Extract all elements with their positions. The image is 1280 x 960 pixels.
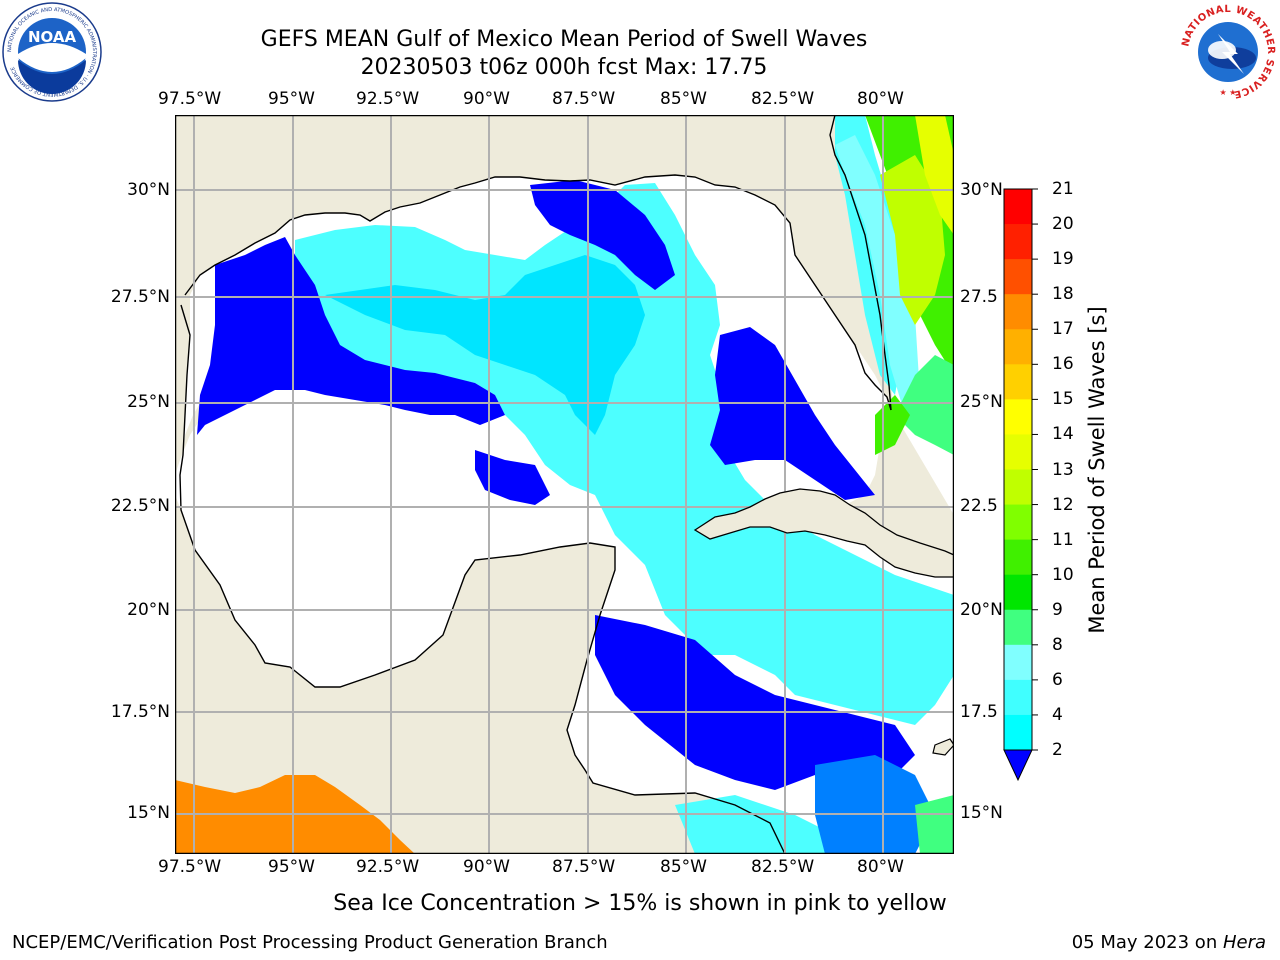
lon-label-bottom-87-5w: 87.5°W — [552, 857, 616, 877]
map-title: GEFS MEAN Gulf of Mexico Mean Period of … — [260, 27, 868, 52]
colorbar-bin — [1004, 259, 1032, 295]
colorbar-tick-label: 19 — [1052, 249, 1074, 270]
swell-contour-patch — [915, 795, 954, 854]
colorbar-tick-label: 17 — [1052, 319, 1074, 340]
lat-label-right-22-5: 22.5 — [960, 496, 998, 516]
coastlines — [179, 115, 892, 854]
noaa-logo: NATIONAL OCEANIC AND ATMOSPHERIC ADMINIS… — [2, 2, 102, 102]
colorbar-tick-label: 12 — [1052, 494, 1074, 515]
swell-contour-patch — [815, 755, 935, 854]
swell-contour-patch — [530, 180, 675, 290]
swell-contour-patch — [475, 450, 550, 505]
colorbar-bin — [1004, 364, 1032, 400]
colorbar-bin — [1004, 224, 1032, 260]
colorbar-tick-label: 6 — [1052, 669, 1063, 690]
colorbar-bin — [1004, 294, 1032, 330]
lon-label-top-80w: 80°W — [857, 89, 904, 109]
credit-branch: NCEP/EMC/Verification Post Processing Pr… — [12, 932, 608, 953]
colorbar-tick-label: 8 — [1052, 634, 1063, 655]
lat-label-left-25n: 25°N — [127, 392, 170, 412]
swell-contour-patch — [710, 327, 875, 500]
colorbar-tick-label: 13 — [1052, 459, 1074, 480]
colorbar-bin — [1004, 574, 1032, 611]
colorbar-bin — [1004, 434, 1032, 470]
colorbar — [1003, 188, 1038, 782]
svg-text:★ ★: ★ ★ — [1220, 88, 1237, 97]
colorbar-tick-label: 2 — [1052, 740, 1063, 760]
colorbar-bin — [1004, 329, 1032, 365]
colorbar-tick-label: 15 — [1052, 389, 1074, 410]
swell-contour-patch — [895, 355, 954, 455]
colorbar-bin — [1004, 189, 1032, 225]
swell-contour-patch — [835, 135, 920, 415]
lon-label-bottom-90w: 90°W — [463, 857, 510, 877]
colorbar-bin — [1004, 679, 1032, 716]
nws-logo: NATIONAL WEATHER SERVICE ★ ★ — [1180, 4, 1276, 100]
swell-contour-patch — [595, 615, 915, 790]
lat-label-left-30n: 30°N — [127, 180, 170, 200]
lon-label-top-95w: 95°W — [268, 89, 315, 109]
map-subtitle: 20230503 t06z 000h fcst Max: 17.75 — [360, 55, 768, 80]
lon-label-bottom-92-5w: 92.5°W — [356, 857, 420, 877]
lat-label-left-22-5n: 22.5°N — [110, 496, 170, 516]
lat-label-right-20n: 20°N — [960, 600, 1003, 620]
credit-date-text: 05 May 2023 on — [1071, 932, 1223, 953]
lon-label-top-92-5w: 92.5°W — [356, 89, 420, 109]
colorbar-bin — [1004, 539, 1032, 576]
colorbar-tick-label: 16 — [1052, 354, 1074, 375]
lon-label-bottom-82-5w: 82.5°W — [751, 857, 815, 877]
lat-label-left-20n: 20°N — [127, 600, 170, 620]
lon-label-top-90w: 90°W — [463, 89, 510, 109]
colorbar-bin — [1004, 609, 1032, 646]
colorbar-bin — [1004, 469, 1032, 506]
swell-contour-patch — [197, 237, 505, 435]
credit-host: Hera — [1222, 932, 1266, 953]
jamaica-land — [932, 738, 954, 756]
swell-contour-patch — [325, 255, 645, 435]
colorbar-title: Mean Period of Swell Waves [s] — [1085, 306, 1109, 634]
lon-label-bottom-95w: 95°W — [268, 857, 315, 877]
swell-period-map — [175, 115, 954, 854]
lon-label-top-82-5w: 82.5°W — [751, 89, 815, 109]
lat-label-right-27-5: 27.5 — [960, 287, 998, 307]
map-frame — [175, 115, 954, 854]
lon-label-top-87-5w: 87.5°W — [552, 89, 616, 109]
lat-label-right-30n: 30°N — [960, 180, 1003, 200]
lat-label-left-27-5n: 27.5°N — [110, 287, 170, 307]
colorbar-tick-label: 20 — [1052, 214, 1074, 235]
colorbar-bin — [1004, 504, 1032, 541]
lon-label-top-85w: 85°W — [660, 89, 707, 109]
colorbar-extend-triangle — [1003, 749, 1033, 782]
credit-date: 05 May 2023 on Hera — [1072, 932, 1266, 953]
noaa-logo-text: NOAA — [28, 28, 77, 46]
colorbar-bin — [1004, 644, 1032, 681]
lat-label-right-25n: 25°N — [960, 392, 1003, 412]
swell-contour-patch — [915, 115, 954, 235]
colorbar-tick-label: 10 — [1052, 564, 1074, 585]
colorbar-tick-label: 11 — [1052, 529, 1074, 550]
colorbar-tick-label: 18 — [1052, 284, 1074, 305]
lat-label-left-17-5n: 17.5°N — [110, 702, 170, 722]
lon-label-top-97-5w: 97.5°W — [158, 89, 222, 109]
swell-period-shading — [197, 115, 954, 854]
colorbar-bin — [1004, 714, 1032, 751]
swell-contour-patch — [880, 155, 945, 325]
lon-label-bottom-85w: 85°W — [660, 857, 707, 877]
lon-label-bottom-97-5w: 97.5°W — [158, 857, 222, 877]
colorbar-bin — [1004, 399, 1032, 435]
colorbar-tick-label: 14 — [1052, 424, 1074, 445]
sea-ice-footnote: Sea Ice Concentration > 15% is shown in … — [333, 891, 947, 916]
colorbar-tick-label: 4 — [1052, 704, 1063, 725]
lat-label-left-15n: 15°N — [127, 803, 170, 823]
lon-label-bottom-80w: 80°W — [857, 857, 904, 877]
colorbar-tick-label: 9 — [1052, 599, 1063, 620]
lat-label-right-17-5: 17.5 — [960, 702, 998, 722]
cuba-land — [693, 488, 954, 578]
lat-label-right-15n: 15°N — [960, 803, 1003, 823]
colorbar-tick-label: 21 — [1052, 179, 1074, 199]
